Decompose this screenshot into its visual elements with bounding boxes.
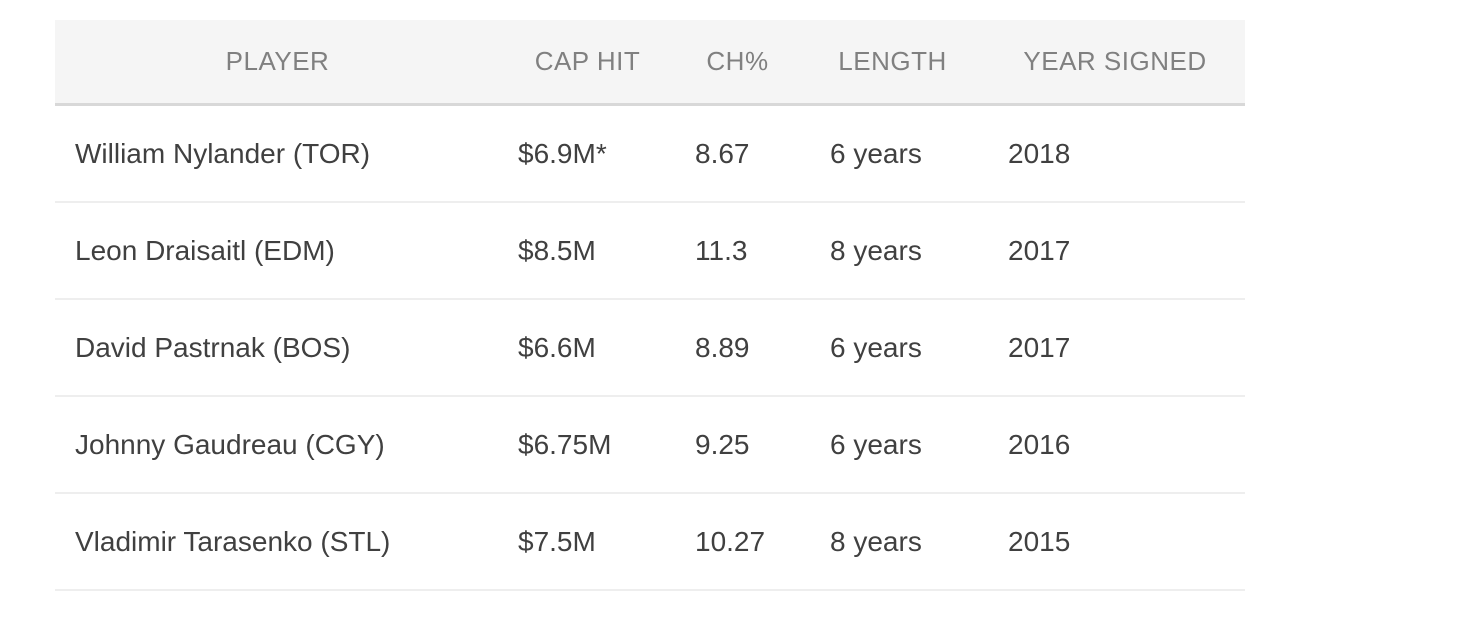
cell-year-signed: 2017 xyxy=(1008,331,1071,363)
cell-year-signed: 2015 xyxy=(1008,525,1071,557)
table-row: William Nylander (TOR) $6.9M* 8.67 6 yea… xyxy=(55,106,1245,203)
column-header-ch-pct: CH% xyxy=(706,46,769,76)
cell-player: William Nylander (TOR) xyxy=(75,137,371,169)
cell-ch-pct: 8.67 xyxy=(695,137,750,169)
cell-cap-hit: $7.5M xyxy=(518,525,596,557)
cell-ch-pct: 10.27 xyxy=(695,525,766,557)
cell-ch-pct: 8.89 xyxy=(695,331,750,363)
cell-ch-pct: 11.3 xyxy=(695,234,748,266)
column-header-length: LENGTH xyxy=(838,46,947,76)
cell-cap-hit: $6.6M xyxy=(518,331,596,363)
cell-ch-pct: 9.25 xyxy=(695,428,750,460)
cell-length: 8 years xyxy=(830,525,922,557)
cell-year-signed: 2018 xyxy=(1008,137,1071,169)
cell-length: 8 years xyxy=(830,234,922,266)
column-header-cap-hit: CAP HIT xyxy=(534,46,641,76)
table-row: Johnny Gaudreau (CGY) $6.75M 9.25 6 year… xyxy=(55,397,1245,494)
cell-cap-hit: $6.9M* xyxy=(518,137,607,169)
cell-year-signed: 2016 xyxy=(1008,428,1071,460)
cell-cap-hit: $8.5M xyxy=(518,234,596,266)
cell-player: Johnny Gaudreau (CGY) xyxy=(75,428,385,460)
cell-length: 6 years xyxy=(830,137,922,169)
cell-player: Vladimir Tarasenko (STL) xyxy=(75,525,391,557)
table-header-row: PLAYER CAP HIT CH% LENGTH YEAR SIGNED xyxy=(55,20,1245,106)
cell-player: David Pastrnak (BOS) xyxy=(75,331,351,363)
cell-length: 6 years xyxy=(830,428,922,460)
column-header-player: PLAYER xyxy=(225,46,330,76)
cell-cap-hit: $6.75M xyxy=(518,428,612,460)
table-row: Vladimir Tarasenko (STL) $7.5M 10.27 8 y… xyxy=(55,494,1245,591)
cell-player: Leon Draisaitl (EDM) xyxy=(75,234,335,266)
column-header-year-signed: YEAR SIGNED xyxy=(1023,46,1207,76)
table-row: Leon Draisaitl (EDM) $8.5M 11.3 8 years … xyxy=(55,203,1245,300)
cell-year-signed: 2017 xyxy=(1008,234,1071,266)
contracts-table: PLAYER CAP HIT CH% LENGTH YEAR SIGNED Wi… xyxy=(55,20,1245,591)
table-row: David Pastrnak (BOS) $6.6M 8.89 6 years … xyxy=(55,300,1245,397)
cell-length: 6 years xyxy=(830,331,922,363)
